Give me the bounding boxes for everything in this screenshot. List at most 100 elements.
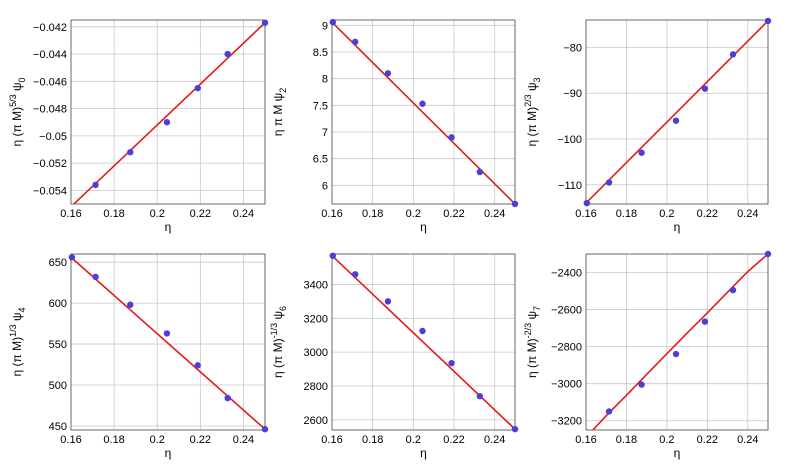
x-axis-label: η — [420, 220, 427, 234]
data-point — [672, 117, 680, 124]
data-point — [68, 254, 76, 261]
data-point — [419, 327, 426, 335]
x-tick-label: 0.16 — [321, 208, 342, 220]
data-point — [448, 134, 455, 141]
subplot-4: 0.16 0.18 0.2 0.22 0.24 450 500 550 600 650 η η (π … — [8, 253, 269, 460]
data-point — [638, 381, 645, 388]
x-tick-label: 0.24 — [484, 208, 505, 220]
data-point — [261, 425, 269, 433]
y-tick-label: 3000 — [304, 347, 328, 359]
x-tick-label: 0.18 — [362, 208, 383, 220]
x-tick-label: 0.18 — [362, 434, 383, 446]
x-tick-label: 0.2 — [659, 208, 674, 220]
axes-frame — [585, 19, 769, 205]
data-point — [476, 392, 484, 400]
data-point — [764, 250, 772, 258]
y-tick-label: −80 — [563, 42, 582, 54]
y-tick-label: 9 — [322, 20, 328, 32]
fit-line — [71, 256, 265, 430]
y-tick-label: −3000 — [551, 379, 582, 391]
axes-frame — [70, 253, 266, 431]
x-tick-label: 0.22 — [697, 434, 718, 446]
y-tick-label: 500 — [49, 380, 67, 392]
y-axis-label: η (π M)-2/3 ψ7 — [523, 306, 542, 378]
data-point — [224, 394, 231, 402]
axes-frame — [585, 253, 769, 431]
data-point — [329, 18, 337, 26]
data-point — [261, 19, 269, 26]
fit-line — [332, 21, 515, 204]
data-point — [729, 51, 737, 58]
x-tick-label: 0.2 — [150, 208, 165, 220]
y-tick-label: −0.052 — [33, 158, 67, 170]
data-point — [163, 330, 171, 337]
y-tick-label: −100 — [557, 134, 582, 146]
y-tick-label: −2800 — [551, 342, 582, 354]
y-tick-label: −90 — [563, 88, 582, 100]
y-tick-label: 600 — [49, 298, 67, 310]
fit-line — [591, 254, 768, 430]
x-tick-label: 0.18 — [103, 208, 124, 220]
y-tick-label: 7 — [322, 127, 328, 139]
data-point — [583, 199, 591, 207]
data-point — [351, 38, 359, 46]
plot-area — [586, 254, 768, 430]
fit-line — [586, 20, 768, 204]
x-tick-label: 0.2 — [150, 434, 165, 446]
x-axis-label: η — [674, 220, 681, 234]
data-point — [419, 100, 426, 107]
x-tick-label: 0.22 — [190, 434, 211, 446]
x-tick-label: 0.16 — [575, 434, 596, 446]
data-point — [729, 286, 737, 294]
x-tick-label: 0.18 — [616, 208, 637, 220]
x-tick-label: 0.18 — [103, 434, 124, 446]
y-tick-label: −0.05 — [39, 131, 67, 143]
x-axis-label: η — [165, 220, 172, 234]
y-tick-label: 2600 — [304, 415, 328, 427]
data-point — [701, 85, 709, 92]
y-tick-label: −110 — [558, 180, 582, 192]
y-tick-label: −0.048 — [33, 104, 67, 116]
x-axis-label: η — [674, 446, 681, 460]
x-tick-label: 0.22 — [443, 208, 464, 220]
y-tick-label: 6.5 — [313, 154, 328, 166]
x-tick-label: 0.24 — [233, 208, 254, 220]
y-axis-label: η (π M)-1/3 ψ6 — [269, 306, 288, 378]
x-tick-label: 0.2 — [659, 434, 674, 446]
y-tick-label: −2600 — [551, 305, 582, 317]
data-point — [448, 359, 455, 367]
y-tick-label: 8.5 — [313, 47, 328, 59]
y-tick-label: 7.5 — [313, 100, 328, 112]
data-point — [605, 408, 613, 415]
x-axis-label: η — [420, 446, 427, 460]
data-point — [701, 318, 709, 325]
x-tick-label: 0.24 — [233, 434, 254, 446]
x-tick-label: 0.16 — [60, 208, 81, 220]
axes-frame — [331, 253, 516, 431]
data-point — [194, 84, 201, 92]
y-axis-label: η (π M)1/3 ψ4 — [8, 307, 27, 376]
y-axis-label: η π M ψ2 — [271, 88, 288, 137]
y-axis-label: η (π M)5/3 ψ0 — [8, 77, 27, 146]
x-tick-label: 0.24 — [484, 434, 505, 446]
data-point — [476, 168, 484, 176]
data-point — [351, 271, 359, 278]
subplot-2: 0.16 0.18 0.2 0.22 0.24 6 6.5 7 7.5 8 8.5 9 η η π M ψ… — [271, 18, 519, 234]
data-point — [605, 179, 613, 186]
data-point — [764, 17, 772, 25]
y-tick-label: −0.054 — [33, 185, 67, 197]
y-tick-label: 2800 — [304, 381, 328, 393]
fit-line — [332, 255, 515, 430]
subplot-3: 0.16 0.18 0.2 0.22 0.24 −110 −100 −90 −80 η η (π M… — [523, 17, 772, 234]
y-axis-label: η (π M)2/3 ψ3 — [523, 77, 542, 146]
data-point — [92, 273, 99, 281]
subplot-5: 0.16 0.18 0.2 0.22 0.24 2600 2800 3000 3200 3400 η… — [269, 252, 519, 460]
x-tick-label: 0.24 — [737, 434, 758, 446]
axes-frame — [331, 19, 516, 205]
y-tick-label: −2400 — [551, 268, 582, 280]
subplot-6: 0.16 0.18 0.2 0.22 0.24 −3200 −3000 −2800 −2600 −… — [523, 250, 772, 460]
x-tick-label: 0.16 — [60, 434, 81, 446]
x-tick-label: 0.18 — [616, 434, 637, 446]
data-point — [511, 200, 519, 208]
